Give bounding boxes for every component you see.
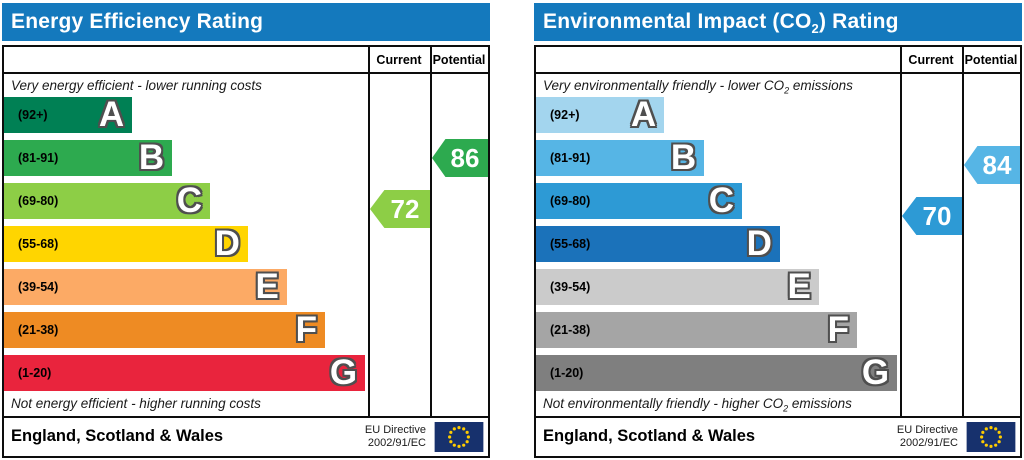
band-range-label: (69-80): [18, 194, 59, 208]
rating-band-row: (39-54) E: [4, 269, 368, 305]
table-footer: England, Scotland & Wales EU Directive 2…: [536, 416, 1020, 456]
band-letter: E: [787, 267, 811, 306]
environmental-impact-panel: Environmental Impact (CO2) Rating Curren…: [534, 3, 1022, 458]
bottom-annotation: Not environmentally friendly - higher CO…: [543, 396, 852, 414]
eu-directive-label: EU Directive 2002/91/EC: [364, 424, 426, 449]
rating-band-bar: (81-91) B: [4, 138, 173, 177]
band-range-label: (55-68): [550, 237, 591, 251]
region-label: England, Scotland & Wales: [543, 427, 756, 445]
rating-band-row: (39-54) E: [536, 269, 900, 305]
rating-bands: (92+) A (81-91) B (69-80) C (55-68) D (3…: [536, 97, 900, 398]
rating-band-bar: (1-20) G: [536, 353, 898, 392]
band-range-label: (69-80): [550, 194, 591, 208]
energy-efficiency-panel: Energy Efficiency Rating Current Potenti…: [2, 3, 490, 458]
potential-rating-value: 86: [450, 142, 480, 173]
current-rating-indicator: 72: [370, 190, 430, 228]
potential-rating-indicator: 84: [964, 146, 1020, 184]
band-range-label: (21-38): [550, 323, 591, 337]
band-letter: G: [861, 353, 890, 392]
band-letter: F: [295, 310, 318, 349]
panel-title-suffix: ) Rating: [818, 10, 899, 33]
rating-band-row: (81-91) B: [536, 140, 900, 176]
region-label: England, Scotland & Wales: [11, 427, 224, 445]
band-letter: B: [138, 138, 165, 177]
potential-column-header: Potential: [964, 53, 1018, 67]
current-rating-indicator: 70: [902, 197, 962, 235]
rating-band-row: (21-38) F: [4, 312, 368, 348]
rating-band-bar: (69-80) C: [4, 181, 211, 220]
rating-band-bar: (39-54) E: [4, 269, 287, 305]
rating-band-bar: (39-54) E: [536, 269, 819, 305]
band-letter: D: [214, 224, 240, 263]
rating-bands: (92+) A (81-91) B (69-80) C (55-68) D (3…: [4, 97, 368, 398]
rating-band-row: (55-68) D: [4, 226, 368, 262]
band-range-label: (39-54): [18, 280, 59, 294]
panel-title-bar: Environmental Impact (CO2) Rating: [534, 3, 1022, 41]
rating-band-row: (92+) A: [4, 97, 368, 133]
rating-band-row: (69-80) C: [4, 183, 368, 219]
current-rating-value: 70: [922, 200, 952, 231]
current-column-header: Current: [908, 53, 954, 67]
potential-column-header: Potential: [432, 53, 486, 67]
rating-band-bar: (21-38) F: [4, 310, 326, 349]
band-letter: A: [98, 95, 125, 134]
band-letter: E: [255, 267, 279, 306]
band-range-label: (81-91): [550, 151, 591, 165]
table-footer: England, Scotland & Wales EU Directive 2…: [4, 416, 488, 456]
band-range-label: (1-20): [18, 366, 52, 380]
current-rating-value: 72: [390, 193, 420, 224]
band-range-label: (1-20): [550, 366, 584, 380]
band-range-label: (81-91): [18, 151, 59, 165]
current-column-header: Current: [376, 53, 422, 67]
rating-band-bar: (81-91) B: [536, 138, 705, 177]
rating-table: Current Potential Very energy efficient …: [2, 45, 490, 458]
eu-flag-icon: [434, 422, 484, 452]
rating-band-row: (21-38) F: [536, 312, 900, 348]
rating-band-bar: (55-68) D: [4, 226, 248, 262]
rating-band-bar: (21-38) F: [536, 310, 858, 349]
top-annotation: Very environmentally friendly - lower CO…: [543, 78, 853, 96]
band-range-label: (92+): [550, 108, 580, 122]
potential-rating-value: 84: [982, 149, 1012, 180]
rating-band-row: (69-80) C: [536, 183, 900, 219]
panel-title: Environmental Impact (CO: [543, 10, 812, 33]
eu-flag-icon: [966, 422, 1016, 452]
rating-band-bar: (55-68) D: [536, 226, 780, 262]
potential-column-divider: [962, 47, 964, 416]
band-range-label: (39-54): [550, 280, 591, 294]
band-range-label: (92+): [18, 108, 48, 122]
rating-band-bar: (69-80) C: [536, 181, 743, 220]
panel-title: Energy Efficiency Rating: [11, 10, 264, 33]
current-column-divider: [900, 47, 902, 416]
column-header-row: Current Potential: [536, 47, 1020, 74]
potential-rating-indicator: 86: [432, 139, 488, 177]
panel-title-bar: Energy Efficiency Rating: [2, 3, 490, 41]
rating-band-bar: (92+) A: [4, 95, 133, 134]
column-header-row: Current Potential: [4, 47, 488, 74]
band-letter: C: [708, 181, 735, 220]
band-letter: F: [827, 310, 850, 349]
rating-band-bar: (92+) A: [536, 95, 665, 134]
current-column-divider: [368, 47, 370, 416]
rating-band-row: (92+) A: [536, 97, 900, 133]
rating-band-row: (55-68) D: [536, 226, 900, 262]
band-letter: C: [176, 181, 203, 220]
band-letter: D: [746, 224, 772, 263]
rating-band-row: (1-20) G: [536, 355, 900, 391]
panel-title-subscript: 2: [811, 21, 819, 37]
band-range-label: (21-38): [18, 323, 59, 337]
rating-band-row: (1-20) G: [4, 355, 368, 391]
band-letter: G: [329, 353, 358, 392]
bottom-annotation: Not energy efficient - higher running co…: [11, 396, 261, 411]
rating-band-bar: (1-20) G: [4, 353, 366, 392]
eu-directive-label: EU Directive 2002/91/EC: [896, 424, 958, 449]
potential-column-divider: [430, 47, 432, 416]
rating-band-row: (81-91) B: [4, 140, 368, 176]
band-range-label: (55-68): [18, 237, 59, 251]
band-letter: A: [630, 95, 657, 134]
top-annotation: Very energy efficient - lower running co…: [11, 78, 262, 93]
band-letter: B: [670, 138, 697, 177]
rating-table: Current Potential Very environmentally f…: [534, 45, 1022, 458]
